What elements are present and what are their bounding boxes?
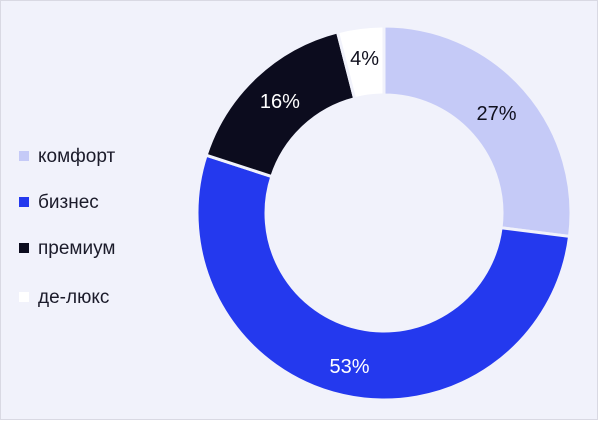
- legend-swatch-komfort: [19, 151, 29, 161]
- legend-label-de-lyuks: де-люкс: [38, 286, 110, 308]
- legend-swatch-premium: [19, 243, 29, 253]
- legend-item-premium: премиум: [19, 233, 115, 263]
- slice-komfort: [382, 24, 573, 239]
- legend-item-komfort: комфорт: [19, 141, 115, 171]
- slice-biznes: [195, 153, 572, 402]
- legend-label-premium: премиум: [38, 237, 116, 259]
- donut-labels: 27% 53% 16% 4%: [260, 48, 517, 378]
- legend-swatch-biznes: [19, 197, 29, 207]
- legend-label-biznes: бизнес: [38, 191, 99, 213]
- legend-item-biznes: бизнес: [19, 187, 99, 217]
- slice-de-lyuks: [335, 24, 386, 101]
- donut-slices: [195, 24, 573, 402]
- legend-item-de-lyuks: де-люкс: [19, 282, 109, 312]
- data-label-biznes: 53%: [330, 356, 370, 378]
- legend-swatch-de-lyuks: [19, 292, 29, 302]
- data-label-de-lyuks: 4%: [350, 48, 379, 70]
- data-label-komfort: 27%: [477, 103, 517, 125]
- legend-label-komfort: комфорт: [38, 145, 116, 167]
- data-label-premium: 16%: [260, 91, 300, 113]
